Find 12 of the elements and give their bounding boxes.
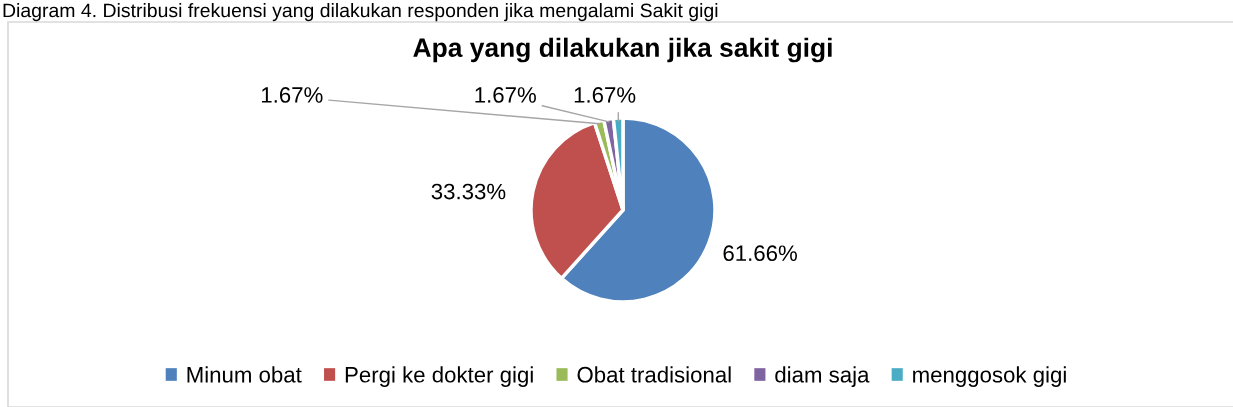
data-label: 1.67% [261, 87, 323, 103]
data-label: 61.66% [723, 245, 797, 262]
data-label: 1.67% [475, 87, 536, 103]
legend-label: Obat tradisional [577, 366, 731, 383]
chart-title: Apa yang dilakukan jika sakit gigi [413, 37, 832, 63]
text: Diagram 4. Distribusi frekuensi yang dilakukan responden jika mengalami Sakit gigi [3, 3, 718, 22]
legend-label: Minum obat [187, 366, 302, 383]
legend-label: diam saja [775, 366, 870, 387]
legend-label: menggosok gigi [913, 366, 1066, 387]
data-label: 1.67% [574, 87, 636, 103]
legend-label: Pergi ke dokter gigi [345, 366, 533, 387]
data-label: 33.33% [431, 183, 506, 200]
